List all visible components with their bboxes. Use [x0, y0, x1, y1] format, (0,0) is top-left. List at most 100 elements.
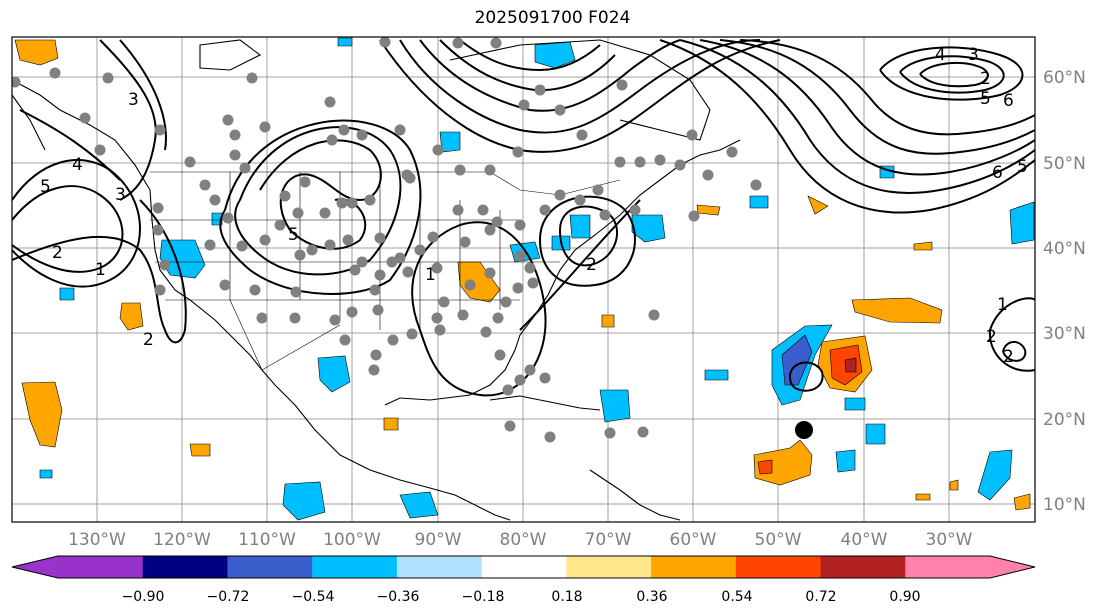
station-dot [514, 374, 526, 386]
colorbar-tick: −0.54 [292, 589, 335, 605]
station-dot [12, 76, 21, 88]
station-dot [504, 420, 516, 432]
contour-label: 5 [40, 177, 51, 197]
station-dot [342, 234, 354, 246]
colorbar [11, 555, 1036, 579]
station-dot [534, 84, 546, 96]
station-dot [484, 164, 496, 176]
contour-label: 5 [1017, 157, 1028, 177]
station-dot [554, 189, 566, 201]
station-dot [346, 197, 358, 209]
colorbar-max-extend [990, 556, 1035, 578]
station-dot [154, 284, 166, 296]
station-dot [614, 156, 626, 168]
station-dot [387, 334, 399, 346]
station-dot [324, 239, 336, 251]
contour-label: 2 [586, 255, 597, 275]
map-title: 2025091700 F024 [474, 8, 631, 28]
station-dot [199, 179, 211, 191]
station-dot [686, 129, 698, 141]
station-dot [159, 259, 171, 271]
station-dot [554, 104, 566, 116]
contour-label: 2 [986, 327, 997, 347]
colorbar-segment [58, 556, 144, 578]
station-dot [204, 239, 216, 251]
station-dot [259, 234, 271, 246]
station-dot [688, 210, 700, 222]
contour-label: 1 [95, 260, 106, 280]
station-dot [229, 129, 241, 141]
station-dot [324, 96, 336, 108]
lon-label: 60°W [670, 530, 717, 550]
station-dot [457, 309, 469, 321]
lon-label: 120°W [153, 530, 211, 550]
station-dot [364, 194, 376, 206]
station-dot [524, 364, 536, 376]
lat-label: 40°N [1043, 239, 1086, 259]
station-dot [94, 144, 106, 156]
station-dot [514, 250, 526, 262]
station-dot [454, 164, 466, 176]
station-dot [576, 129, 588, 141]
station-dot [299, 176, 311, 188]
station-dot [674, 159, 686, 171]
station-dot [492, 312, 504, 324]
colorbar-tick: −0.18 [462, 589, 505, 605]
station-dot [374, 232, 386, 244]
station-dot [292, 207, 304, 219]
station-dot [452, 37, 464, 49]
station-dot [464, 279, 476, 291]
colorbar-segment [566, 556, 652, 578]
station-dot [648, 309, 660, 321]
station-dot [599, 209, 611, 221]
station-dot [79, 112, 91, 124]
station-dot [289, 312, 301, 324]
station-dot [236, 240, 248, 252]
station-dot [279, 190, 291, 202]
colorbar-segment [651, 556, 737, 578]
height-contours [12, 39, 1035, 397]
station-dot [356, 256, 368, 268]
station-dot [326, 134, 338, 146]
station-dot [527, 277, 539, 289]
station-dot [338, 124, 350, 136]
station-markers [12, 37, 762, 443]
colorbar-tick: −0.36 [377, 589, 420, 605]
station-dot [480, 326, 492, 338]
station-dot [184, 156, 196, 168]
contour-label: 1 [997, 295, 1008, 315]
contour-label: 5 [980, 89, 991, 109]
station-dot [370, 349, 382, 361]
contour-label: 2 [143, 330, 154, 350]
station-dot [368, 364, 380, 376]
colorbar-segment [905, 556, 991, 578]
station-dot [406, 328, 418, 340]
station-dot [477, 204, 489, 216]
station-dot [512, 282, 524, 294]
station-dot [329, 314, 341, 326]
colorbar-tick: 0.90 [889, 589, 920, 605]
colorbar-tick: 0.54 [721, 589, 752, 605]
station-dot [402, 266, 414, 278]
station-dot [222, 212, 234, 224]
station-dot [491, 216, 503, 228]
station-dot [319, 207, 331, 219]
station-dot [726, 146, 738, 158]
station-dot [209, 194, 221, 206]
station-dot [490, 37, 502, 49]
station-dot [336, 197, 348, 209]
station-dot [524, 262, 536, 274]
station-dot [431, 312, 443, 324]
station-dot [372, 304, 384, 316]
station-dot [702, 169, 714, 181]
station-dot [502, 384, 514, 396]
station-dot [634, 156, 646, 168]
contour-label: 1 [425, 265, 436, 285]
lon-label: 40°W [841, 530, 888, 550]
station-dot [494, 349, 506, 361]
station-dot [256, 312, 268, 324]
colorbar-segment [820, 556, 906, 578]
contour-label: 4 [72, 155, 83, 175]
station-dot [518, 99, 530, 111]
